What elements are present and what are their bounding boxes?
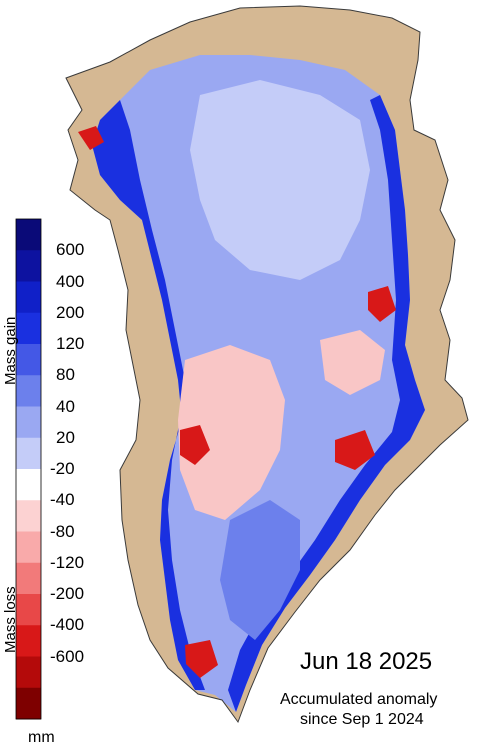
legend-unit: mm: [28, 729, 55, 746]
legend-swatch: [16, 594, 41, 626]
ice-interior-light: [190, 80, 370, 280]
legend-tick-label: 20: [56, 427, 75, 447]
legend-swatch: [16, 531, 41, 564]
legend-colorbar: [15, 218, 42, 720]
legend-tick-label: -600: [50, 646, 85, 666]
legend-loss-caption: Mass loss: [2, 586, 19, 653]
ice-south-mid: [220, 500, 300, 640]
legend-tick-label: -400: [50, 615, 85, 635]
legend-tick-label: -200: [50, 584, 85, 603]
legend-swatch: [16, 469, 41, 501]
caption-line-1: Accumulated anomaly: [280, 691, 438, 708]
legend-tick-label: 120: [56, 334, 85, 353]
legend-tick-label: 200: [56, 302, 85, 322]
loss-northwest-strong: [78, 126, 104, 150]
legend-swatch: [16, 219, 41, 251]
legend-tick-label: -40: [50, 490, 75, 510]
legend-swatch: [16, 625, 41, 657]
legend-tick-label: -80: [50, 521, 75, 541]
legend-swatch: [16, 437, 41, 470]
legend-swatch: [16, 406, 41, 439]
legend-swatch: [16, 562, 41, 595]
legend-swatch: [16, 375, 41, 407]
legend-tick-label: 80: [56, 365, 75, 385]
legend-tick-label: 40: [56, 396, 75, 416]
legend-swatch: [16, 312, 41, 345]
legend-tick-label: 400: [56, 271, 85, 291]
legend-swatch: [16, 500, 41, 532]
legend-swatch: [16, 656, 41, 689]
legend-tick-label: -120: [50, 552, 85, 572]
legend-swatch: [16, 250, 41, 282]
legend-colorbar-outline: [15, 218, 42, 720]
caption-line-2: since Sep 1 2024: [300, 711, 424, 728]
loss-south-strong: [185, 640, 218, 678]
loss-east-strong: [368, 286, 396, 322]
legend-swatch: [16, 344, 41, 376]
loss-west-central: [178, 345, 285, 520]
legend-tick-label: 600: [56, 240, 85, 260]
ice-coast-east: [228, 95, 425, 712]
legend-tick-label: -20: [50, 459, 75, 478]
legend-swatch: [16, 281, 41, 314]
loss-east: [320, 330, 385, 395]
map-date: Jun 18 2025: [300, 648, 433, 675]
loss-southeast-strong: [335, 430, 375, 470]
legend-swatch: [16, 687, 41, 720]
coastline-outline: [65, 5, 469, 724]
loss-west-strong: [180, 425, 210, 465]
legend-gain-caption: Mass gain: [2, 316, 19, 385]
